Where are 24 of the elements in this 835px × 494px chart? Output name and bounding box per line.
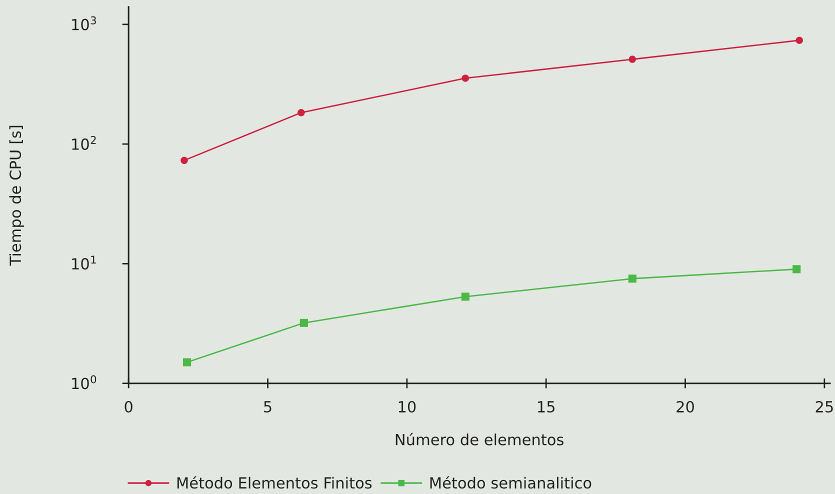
- point: [180, 156, 188, 164]
- point: [628, 274, 636, 283]
- point: [796, 36, 803, 44]
- point: [628, 56, 636, 63]
- x-tick-label: 25: [816, 400, 833, 413]
- legend-label: Método Elementos Finitos: [177, 476, 372, 489]
- x-tick-label: 5: [264, 401, 272, 413]
- point: [298, 109, 305, 116]
- y-tick-label: 10$^{1}$: [72, 256, 96, 270]
- x-axis-title: Número de elementos: [396, 432, 564, 446]
- point: [183, 358, 192, 366]
- legend-label: Método semianalitico: [430, 476, 592, 489]
- y-tick-label: 10$^{2}$: [72, 136, 96, 150]
- point: [300, 318, 308, 327]
- x-tick-label: 10: [398, 400, 416, 413]
- point: [462, 74, 469, 82]
- y-tick-label: 10$^{3}$: [72, 16, 96, 30]
- x-tick-label: 0: [124, 400, 132, 413]
- point: [792, 265, 801, 274]
- y-tick-label: 10$^{0}$: [72, 375, 96, 390]
- point: [461, 292, 470, 301]
- x-tick-label: 15: [538, 401, 554, 413]
- x-tick-label: 20: [676, 400, 694, 413]
- y-axis-title: Tiempo de CPU [s]: [9, 126, 24, 266]
